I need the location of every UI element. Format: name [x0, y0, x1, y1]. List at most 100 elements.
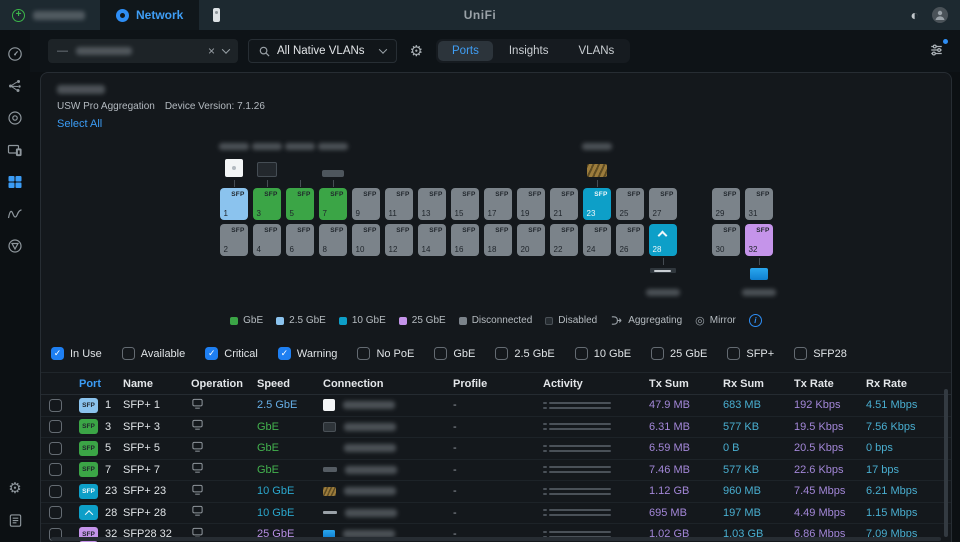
checkbox[interactable]: [357, 347, 371, 360]
port-tile-25[interactable]: SFP 25: [615, 188, 644, 220]
port-tile-16[interactable]: SFP 16: [450, 224, 479, 256]
avatar[interactable]: [932, 7, 948, 23]
column-header-rx-sum[interactable]: Rx Sum: [723, 377, 764, 390]
sidebar-item-logs[interactable]: [0, 504, 30, 536]
client-device-icon[interactable]: [289, 155, 311, 177]
filter-no-poe[interactable]: No PoE: [357, 347, 414, 360]
checkbox[interactable]: [434, 347, 448, 360]
client-device-icon[interactable]: [321, 155, 344, 177]
port-tile-23[interactable]: SFP 23: [582, 188, 611, 220]
checkbox-checked[interactable]: ✓: [277, 347, 291, 360]
port-tile-10[interactable]: SFP 10: [351, 224, 380, 256]
sidebar-item-radios[interactable]: [0, 198, 30, 230]
client-device-icon[interactable]: [223, 155, 245, 177]
port-tile-1[interactable]: SFP 1: [219, 188, 248, 220]
column-header-operation[interactable]: Operation: [191, 377, 243, 390]
column-header-profile[interactable]: Profile: [453, 377, 488, 390]
port-tile-5[interactable]: SFP 5: [285, 188, 314, 220]
sidebar-item-security[interactable]: [0, 230, 30, 262]
tab-network[interactable]: Network: [100, 0, 200, 30]
port-tile-24[interactable]: SFP 24: [582, 224, 611, 256]
port-tile-12[interactable]: SFP 12: [384, 224, 413, 256]
filter-sfp-[interactable]: SFP+: [727, 347, 774, 360]
table-row-port-28[interactable]: 28 SFP+ 28 10 GbE - 695 MB 197 MB 4.49 Mbps 1.1…: [41, 503, 951, 524]
device-select[interactable]: — ×: [48, 39, 238, 63]
checkbox[interactable]: [794, 347, 808, 360]
column-header-name[interactable]: Name: [123, 377, 153, 390]
port-tile-17[interactable]: SFP 17: [483, 188, 512, 220]
downlink-device-icon[interactable]: [745, 268, 773, 284]
filter-available[interactable]: Available: [121, 347, 185, 360]
port-settings-gear-icon[interactable]: ⚙: [409, 43, 424, 60]
sidebar-item-settings[interactable]: ⚙: [0, 472, 30, 504]
port-tile-19[interactable]: SFP 19: [516, 188, 545, 220]
port-tile-6[interactable]: SFP 6: [285, 224, 314, 256]
row-checkbox[interactable]: [49, 441, 62, 455]
column-header-connection[interactable]: Connection: [323, 377, 384, 390]
table-row-port-5[interactable]: SFP 5 SFP+ 5 GbE - 6.59 MB 0 B 20.5 Kbps 0 bps: [41, 438, 951, 460]
checkbox-checked[interactable]: ✓: [51, 347, 64, 360]
sidebar-item-dashboard[interactable]: [0, 38, 30, 70]
column-header-activity[interactable]: Activity: [543, 377, 583, 390]
column-header-speed[interactable]: Speed: [257, 377, 291, 390]
port-tile-20[interactable]: SFP 20: [516, 224, 545, 256]
sidebar-item-topology[interactable]: [0, 70, 30, 102]
filter-25-gbe[interactable]: 25 GbE: [651, 347, 707, 360]
port-tile-28[interactable]: 28: [648, 224, 677, 256]
filter-sfp28[interactable]: SFP28: [794, 347, 847, 360]
sidebar-item-ports[interactable]: [0, 166, 30, 198]
port-tile-9[interactable]: SFP 9: [351, 188, 380, 220]
sidebar-item-clients[interactable]: [0, 134, 30, 166]
port-tile-18[interactable]: SFP 18: [483, 224, 512, 256]
row-checkbox[interactable]: [49, 398, 62, 412]
port-tile-30[interactable]: SFP 30: [711, 224, 740, 256]
downlink-device-icon[interactable]: [649, 268, 677, 284]
port-tile-22[interactable]: SFP 22: [549, 224, 578, 256]
column-header-tx-rate[interactable]: Tx Rate: [794, 377, 834, 390]
checkbox[interactable]: [727, 347, 741, 360]
filter-10-gbe[interactable]: 10 GbE: [574, 347, 631, 360]
clear-icon[interactable]: ×: [207, 44, 215, 58]
port-tile-7[interactable]: SFP 7: [318, 188, 347, 220]
checkbox[interactable]: [574, 347, 588, 360]
port-tile-11[interactable]: SFP 11: [384, 188, 413, 220]
port-tile-27[interactable]: SFP 27: [648, 188, 677, 220]
horizontal-scrollbar[interactable]: [51, 537, 941, 541]
filter-sliders-button[interactable]: [927, 38, 948, 62]
column-header-tx-sum[interactable]: Tx Sum: [649, 377, 689, 390]
table-row-port-7[interactable]: SFP 7 SFP+ 7 GbE - 7.46 MB 577 KB 22.6 Kbps 17 b…: [41, 460, 951, 481]
table-row-port-3[interactable]: SFP 3 SFP+ 3 GbE - 6.31 MB 577 KB 19.5 Kbps 7.56…: [41, 417, 951, 438]
port-tile-32[interactable]: SFP 32: [744, 224, 773, 256]
port-tile-14[interactable]: SFP 14: [417, 224, 446, 256]
port-tile-3[interactable]: SFP 3: [252, 188, 281, 220]
port-tile-8[interactable]: SFP 8: [318, 224, 347, 256]
sidebar-item-unifi-devices[interactable]: [0, 102, 30, 134]
row-checkbox[interactable]: [49, 484, 62, 498]
filter-in-use[interactable]: ✓ In Use: [51, 347, 102, 360]
view-tab-ports[interactable]: Ports: [438, 41, 493, 61]
row-checkbox[interactable]: [49, 420, 62, 434]
checkbox[interactable]: [651, 347, 665, 360]
port-tile-15[interactable]: SFP 15: [450, 188, 479, 220]
view-tab-vlans[interactable]: VLANs: [578, 45, 615, 57]
filter-2-5-gbe[interactable]: 2.5 GbE: [495, 347, 555, 360]
site-switcher[interactable]: +: [0, 0, 100, 30]
view-tab-insights[interactable]: Insights: [508, 45, 549, 57]
filter-gbe[interactable]: GbE: [434, 347, 475, 360]
client-device-icon[interactable]: [586, 155, 608, 177]
checkbox[interactable]: [121, 347, 135, 360]
select-all-link[interactable]: Select All: [57, 118, 103, 130]
row-checkbox[interactable]: [49, 463, 62, 477]
column-header-rx-rate[interactable]: Rx Rate: [866, 377, 907, 390]
checkbox[interactable]: [495, 347, 509, 360]
port-tile-2[interactable]: SFP 2: [219, 224, 248, 256]
tab-console-device[interactable]: [199, 0, 234, 30]
port-tile-13[interactable]: SFP 13: [417, 188, 446, 220]
table-row-port-23[interactable]: SFP 23 SFP+ 23 10 GbE - 1.12 GB 960 MB 7.45 Mbp…: [41, 481, 951, 503]
theme-toggle-icon[interactable]: ◐: [910, 7, 919, 23]
filter-warning[interactable]: ✓ Warning: [277, 347, 337, 360]
vertical-scrollbar[interactable]: [944, 389, 948, 537]
client-device-icon[interactable]: [256, 155, 278, 177]
info-icon[interactable]: i: [748, 314, 762, 327]
table-row-port-1[interactable]: SFP 1 SFP+ 1 2.5 GbE - 47.9 MB 683 MB 192 Kbps 4…: [41, 395, 951, 417]
